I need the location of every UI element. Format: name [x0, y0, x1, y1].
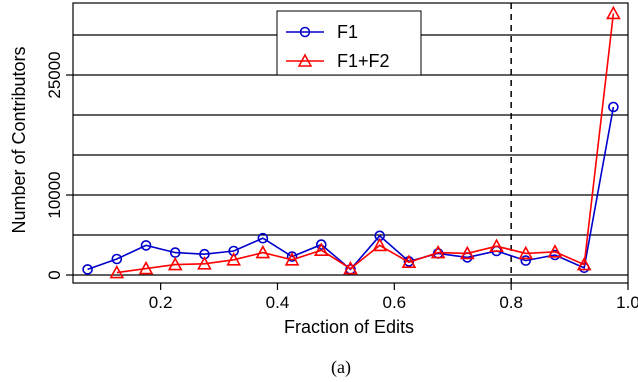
data-point-f1-f2	[284, 252, 300, 266]
data-point-f1-f2	[255, 244, 271, 259]
figure-caption: (a)	[331, 357, 351, 378]
x-axis: 0.2 0.4 0.6 0.8 1.0	[149, 283, 638, 312]
data-point-f1-f2	[313, 242, 329, 256]
x-tick-label: 0.6	[382, 293, 406, 312]
data-point-f1-f2	[459, 245, 475, 260]
x-axis-title: Fraction of Edits	[284, 317, 414, 337]
data-point-f1-f2	[138, 260, 154, 275]
series-line-f1-f2	[116, 13, 615, 274]
data-point-f1-f2	[547, 244, 563, 258]
x-tick-label: 1.0	[616, 293, 638, 312]
data-point-f1-f2	[167, 256, 183, 271]
data-point-f1-f2	[109, 264, 125, 279]
data-point-f1	[286, 251, 298, 262]
x-tick-label: 0.2	[149, 293, 173, 312]
legend-label-f1: F1	[337, 22, 358, 42]
data-point-f1	[520, 255, 532, 266]
data-point-f1	[228, 245, 239, 257]
legend-marker-f1	[299, 26, 311, 38]
data-point-f1	[82, 264, 93, 275]
series-layer	[82, 5, 621, 279]
data-point-f1-f2	[518, 245, 534, 260]
data-point-f1-f2	[606, 5, 621, 20]
plot-border	[72, 2, 629, 284]
legend-box	[276, 10, 422, 76]
data-point-f1-f2	[343, 260, 358, 275]
y-axis-title: Number of Contributors	[9, 46, 29, 233]
data-point-f1	[140, 240, 152, 251]
data-point-f1-f2	[489, 238, 504, 252]
y-tick-label: 0	[45, 270, 64, 279]
data-point-f1	[111, 253, 123, 265]
plot-area-frame	[72, 2, 629, 284]
series-line-f1	[87, 106, 615, 271]
data-point-f1-f2	[576, 256, 592, 271]
x-tick-label: 0.8	[499, 293, 523, 312]
y-axis: 0 10000 25000	[45, 51, 73, 280]
data-point-f1-f2	[401, 254, 417, 269]
data-point-f1-f2	[430, 244, 446, 259]
legend-label-f1-f2: F1+F2	[337, 51, 390, 71]
y-tick-label: 25000	[45, 51, 64, 98]
y-tick-label: 10000	[45, 171, 64, 218]
data-point-f1-f2	[226, 252, 242, 266]
data-point-f1	[608, 101, 619, 113]
legend-marker-f1-f2	[297, 53, 313, 67]
legend: F1 F1+F2	[276, 10, 422, 76]
data-point-f1	[315, 239, 327, 250]
data-point-f1-f2	[372, 237, 388, 252]
data-point-f1	[257, 232, 269, 244]
x-tick-label: 0.4	[266, 293, 290, 312]
data-point-f1-f2	[197, 256, 212, 270]
